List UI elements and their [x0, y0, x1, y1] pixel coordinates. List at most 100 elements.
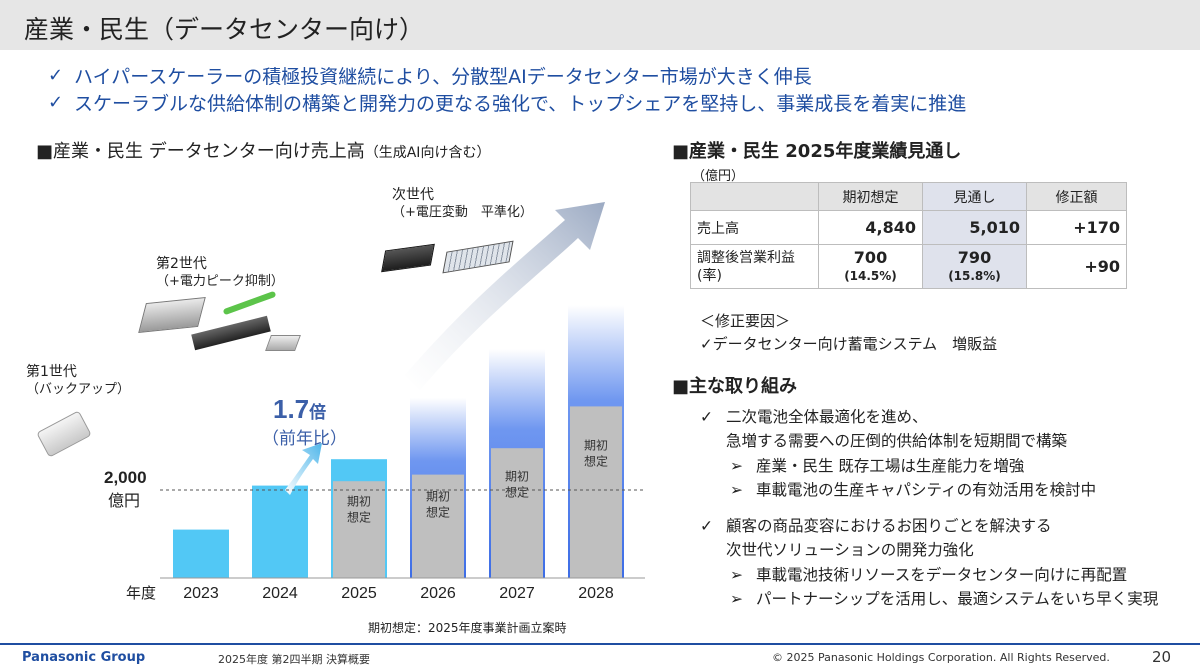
growth-value: 1.7倍 — [273, 394, 326, 424]
ref-unit: 億円 — [108, 491, 140, 510]
arrow-bullet-icon: ➢ — [730, 456, 743, 475]
gen2-name: 第2世代 — [156, 256, 207, 272]
gen3-label: 次世代 （+電圧変動 平準化） — [392, 186, 533, 222]
initiative-sub-text: 産業・民生 既存工場は生産能力を増強 — [756, 456, 1025, 475]
growth-big-arrow — [405, 202, 605, 390]
check-icon: ✓ — [700, 517, 713, 536]
initiatives-title: ■主な取り組み — [672, 376, 798, 397]
x-tick-2027: 2027 — [499, 585, 535, 602]
header-bar: 産業・民生（データセンター向け） — [0, 0, 1200, 50]
chart-footnote: 期初想定：2025年度事業計画立案時 — [368, 621, 567, 635]
forecast-header-row: 期初想定 見通し 修正額 — [690, 182, 1127, 211]
initiative-sub: ➢ 車載電池の生産キャパシティの有効活用を検討中 — [700, 478, 1158, 502]
arrow-bullet-icon: ➢ — [730, 590, 743, 609]
footer-copyright: © 2025 Panasonic Holdings Corporation. A… — [772, 651, 1110, 664]
forecast-table: 期初想定 見通し 修正額 売上高 4,840 5,010 +170 調整後営業利… — [690, 182, 1127, 289]
sales-title-sub: （生成AI向け含む） — [364, 145, 491, 161]
initiative-text: 急増する需要への圧倒的供給体制を短期間で構築 — [726, 432, 1068, 451]
header-outlook: 見通し — [922, 182, 1027, 211]
header-blank — [690, 182, 819, 211]
ref-value: 2,000 — [104, 468, 147, 487]
x-tick-2023: 2023 — [183, 585, 219, 602]
x-axis-labels: 2023 2024 2025 2026 2027 2028 — [183, 585, 614, 602]
arrow-bullet-icon: ➢ — [730, 480, 743, 499]
initiative-text: 次世代ソリューションの開発力強化 — [726, 541, 974, 560]
growth-unit: 倍 — [309, 402, 326, 422]
revision-item: ✓データセンター向け蓄電システム 増販益 — [700, 333, 997, 354]
initiative-sub: ➢ パートナーシップを活用し、最適システムをいち早く実現 — [700, 587, 1158, 611]
outlook-value: 790 (15.8%) — [922, 244, 1027, 289]
initiative-sub-text: 車載電池の生産キャパシティの有効活用を検討中 — [756, 480, 1097, 499]
arrow-bullet-icon: ➢ — [730, 565, 743, 584]
plan-bar-label: 期初想定 — [584, 438, 608, 468]
plan-value: 4,840 — [818, 210, 923, 245]
footer-divider — [0, 643, 1200, 645]
initiatives-list: ✓ 二次電池全体最適化を進め、 急増する需要への圧倒的供給体制を短期間で構築 ➢ 産… — [700, 405, 1158, 611]
gen1-sub: （バックアップ） — [26, 382, 131, 397]
check-icon: ✓ — [700, 408, 713, 426]
revision-title: ＜修正要因＞ — [700, 312, 791, 330]
initiative-text: 顧客の商品変容におけるお困りごとを解決する — [726, 517, 1052, 536]
bar-2024 — [252, 485, 308, 578]
initiative-sub-text: パートナーシップを活用し、最適システムをいち早く実現 — [756, 590, 1159, 609]
header-diff: 修正額 — [1026, 182, 1127, 211]
initiative-head: ✓ 二次電池全体最適化を進め、 — [700, 405, 1158, 429]
battery-small-gen2-icon — [265, 335, 301, 351]
table-row: 調整後営業利益 (率) 700 (14.5%) 790 (15.8%) +90 — [690, 244, 1127, 289]
plan-bar-label: 期初想定 — [505, 470, 529, 500]
gen3-name: 次世代 — [392, 187, 434, 203]
table-row: 売上高 4,840 5,010 +170 — [690, 210, 1127, 245]
sales-section-title: ■産業・民生 データセンター向け売上高（生成AI向け含む） — [36, 137, 490, 163]
gen3-sub: （+電圧変動 平準化） — [392, 205, 533, 220]
page-title: 産業・民生（データセンター向け） — [24, 15, 425, 44]
sales-title-main: ■産業・民生 データセンター向け売上高 — [36, 141, 365, 162]
initiative-sub: ➢ 車載電池技術リソースをデータセンター向けに再配置 — [700, 563, 1158, 587]
footer-center: 2025年度 第2四半期 決算概要 — [218, 653, 370, 666]
gen2-label: 第2世代 （+電力ピーク抑制） — [156, 255, 284, 291]
gen1-name: 第1世代 — [26, 364, 77, 380]
x-tick-2028: 2028 — [578, 585, 614, 602]
diff-value: +90 — [1026, 244, 1127, 289]
plan-bar-label: 期初想定 — [347, 494, 371, 524]
plan-value-main: 700 — [853, 247, 888, 267]
plan-bar-label: 期初想定 — [426, 489, 450, 519]
key-message: ✓ スケーラブルな供給体制の構築と開発力の更なる強化で、トップシェアを堅持し、事業… — [48, 89, 966, 116]
check-icon: ✓ — [48, 92, 64, 113]
gen1-label: 第1世代 （バックアップ） — [26, 363, 130, 399]
forecast-unit: （億円） — [692, 169, 745, 184]
header-plan: 期初想定 — [818, 182, 923, 211]
plan-bar-2028 — [570, 406, 622, 578]
outlook-value: 5,010 — [922, 210, 1027, 245]
plan-bar-2025 — [333, 481, 385, 578]
row-label: 売上高 — [690, 210, 819, 245]
row-label: 調整後営業利益 (率) — [690, 244, 819, 289]
key-message-text: スケーラブルな供給体制の構築と開発力の更なる強化で、トップシェアを堅持し、事業成… — [74, 93, 967, 115]
gen2-sub: （+電力ピーク抑制） — [156, 274, 284, 289]
diff-value: +170 — [1026, 210, 1127, 245]
year-axis-label: 年度 — [126, 584, 156, 602]
key-message: ✓ ハイパースケーラーの積極投資継続により、分散型AIデータセンター市場が大きく伸… — [48, 62, 966, 89]
brand-logo: Panasonic Group — [22, 650, 146, 665]
growth-small-arrow — [285, 443, 322, 495]
outlook-rate: (15.8%) — [948, 268, 1001, 283]
key-message-text: ハイパースケーラーの積極投資継続により、分散型AIデータセンター市場が大きく伸長 — [74, 66, 812, 88]
x-tick-2024: 2024 — [262, 585, 298, 602]
revision-item-text: データセンター向け蓄電システム 増販益 — [712, 335, 998, 353]
plan-value: 700 (14.5%) — [818, 244, 923, 289]
growth-number: 1.7 — [273, 394, 309, 424]
initiative-head: ✓ 顧客の商品変容におけるお困りごとを解決する — [700, 514, 1158, 538]
check-icon: ✓ — [48, 65, 64, 86]
row-label-main: 調整後営業利益 — [697, 249, 795, 266]
plan-rate: (14.5%) — [844, 268, 897, 283]
check-icon: ✓ — [700, 335, 713, 353]
key-messages: ✓ ハイパースケーラーの積極投資継続により、分散型AIデータセンター市場が大きく伸… — [48, 62, 966, 116]
row-label-sub: (率) — [697, 267, 722, 284]
x-tick-2025: 2025 — [341, 585, 377, 602]
plan-bar-2027 — [491, 448, 543, 578]
initiative-text: 二次電池全体最適化を進め、 — [726, 408, 928, 426]
growth-sub: （前年比） — [262, 429, 347, 449]
outlook-value-main: 790 — [957, 247, 992, 267]
initiative-sub: ➢ 産業・民生 既存工場は生産能力を増強 — [700, 454, 1158, 478]
